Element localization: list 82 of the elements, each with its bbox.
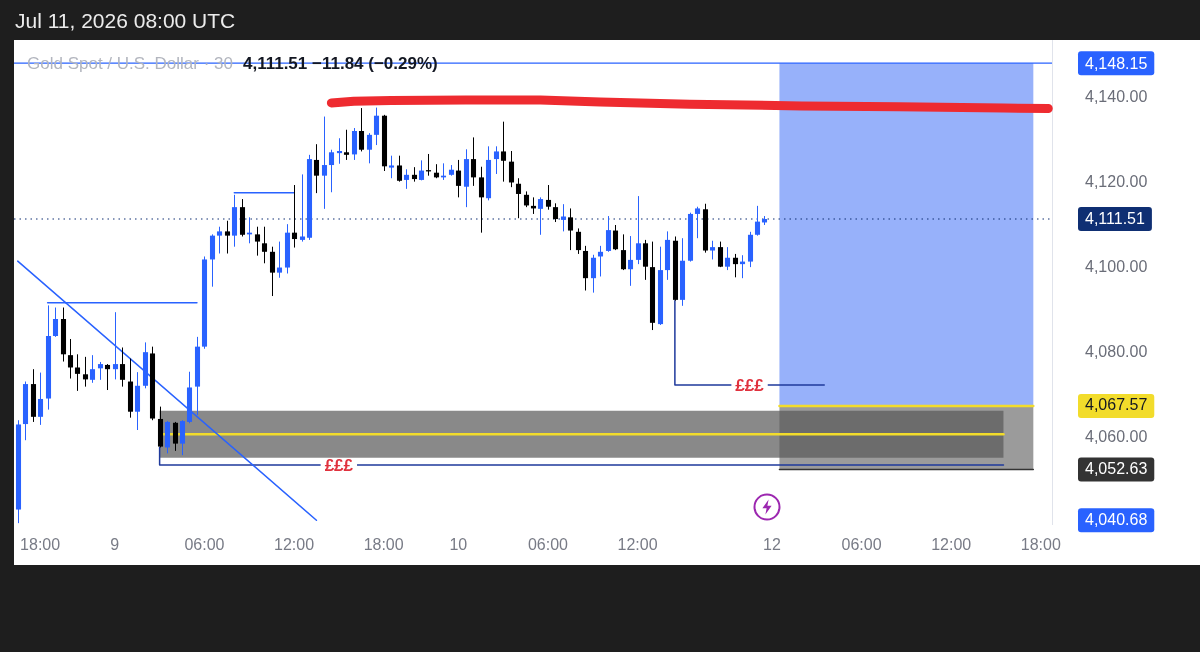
y-tick-label: 4,052.63 <box>1085 459 1148 477</box>
candlestick <box>358 107 365 152</box>
text: Jul 11, 2026 08:00 UTC <box>15 8 236 34</box>
candlestick <box>336 137 343 165</box>
ref-line-label: 4,111.51 <box>1085 210 1146 228</box>
candlestick <box>74 353 81 392</box>
candlestick <box>403 168 410 190</box>
series-label: £££ <box>324 455 354 475</box>
candlestick <box>627 235 634 287</box>
candlestick <box>261 226 268 264</box>
y-tick-label: 4,120.00 <box>1085 173 1148 191</box>
x-tick-label: 12:00 <box>274 536 315 554</box>
candlestick <box>396 155 403 183</box>
candlestick <box>590 254 597 294</box>
candlestick <box>82 356 89 388</box>
candlestick <box>351 127 358 161</box>
candlestick <box>321 116 328 210</box>
candlestick <box>635 195 642 265</box>
candlestick <box>478 166 485 234</box>
y-tick-label: 4,080.00 <box>1085 343 1148 361</box>
candlestick <box>612 224 619 251</box>
candlestick <box>67 338 74 380</box>
y-tick-label: 4,067.57 <box>1085 396 1148 414</box>
candlestick <box>552 202 559 223</box>
candlestick <box>575 227 582 255</box>
candlestick <box>52 307 59 338</box>
candlestick <box>493 145 500 175</box>
candlestick <box>754 205 761 237</box>
candlestick <box>724 246 731 271</box>
candlestick <box>545 184 552 211</box>
candlestick <box>470 136 477 187</box>
candlestick <box>373 107 380 146</box>
candlestick <box>313 143 320 194</box>
series-label: £££ <box>735 375 765 395</box>
x-tick-label: 06:00 <box>841 536 882 554</box>
candlestick <box>89 354 96 384</box>
candlestick <box>620 233 627 271</box>
candlestick <box>388 155 395 179</box>
ref-line-label: 4,148.15 <box>1085 54 1148 72</box>
candlestick <box>224 220 231 254</box>
x-tick-label: 9 <box>110 536 120 554</box>
candlestick <box>37 372 44 426</box>
candlestick <box>717 241 724 268</box>
x-tick-label: 18:00 <box>363 536 404 554</box>
x-tick-label: 10 <box>449 536 468 554</box>
candlestick <box>343 129 350 161</box>
candlestick <box>209 233 216 288</box>
y-tick-label: 4,100.00 <box>1085 258 1148 276</box>
candlestick <box>276 241 283 279</box>
y-tick-label: 4,140.00 <box>1085 88 1148 106</box>
candlestick <box>732 253 739 278</box>
x-tick-label: 12:00 <box>931 536 972 554</box>
x-tick-label: 06:00 <box>527 536 569 554</box>
candlestick <box>515 177 522 219</box>
candlestick <box>172 421 179 452</box>
candlestick <box>366 132 373 164</box>
x-tick-label: 12:00 <box>617 536 658 554</box>
x-tick-label: 06:00 <box>184 536 225 554</box>
candlestick <box>104 363 111 391</box>
x-tick-label: 12 <box>763 536 781 554</box>
candlestick <box>328 149 335 193</box>
candlestick <box>119 347 126 388</box>
candlestick <box>508 150 515 188</box>
candlestick <box>455 159 462 198</box>
candlestick <box>694 206 701 239</box>
candlestick <box>299 173 306 243</box>
candlestick <box>709 240 716 260</box>
candlestick <box>291 184 298 249</box>
candlestick <box>537 196 544 236</box>
x-tick-label: 18:00 <box>1020 536 1061 554</box>
candlestick <box>269 246 276 297</box>
y-tick-label: 4,040.68 <box>1085 510 1148 528</box>
candlestick <box>605 215 612 253</box>
candlestick <box>500 121 507 183</box>
candlestick <box>642 239 649 281</box>
candlestick <box>254 226 261 257</box>
candlestick <box>216 226 223 254</box>
x-tick-label: 18:00 <box>20 536 61 554</box>
y-tick-label: 4,060.00 <box>1085 428 1148 446</box>
candlestick <box>179 419 186 456</box>
candlestick <box>567 207 574 251</box>
candlestick <box>112 311 119 380</box>
